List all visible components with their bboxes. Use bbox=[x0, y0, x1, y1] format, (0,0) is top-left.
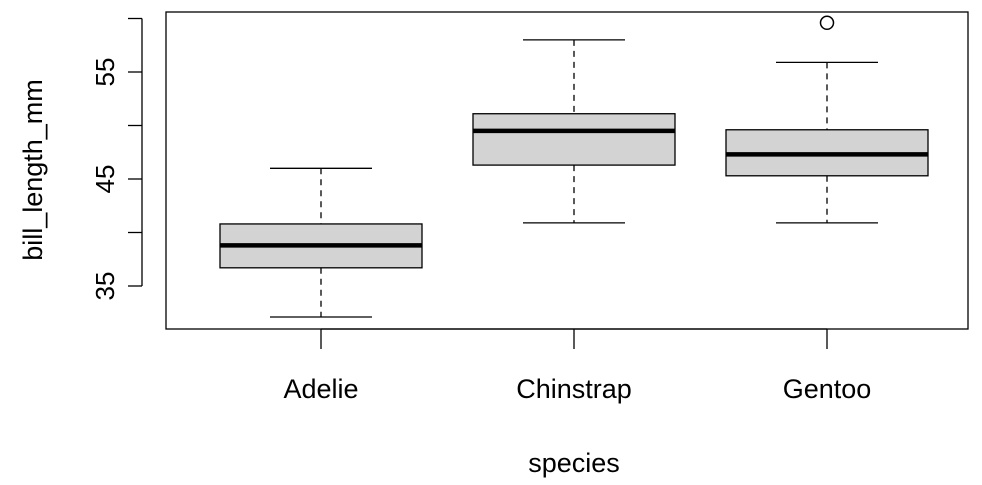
box-gentoo bbox=[725, 15, 929, 224]
boxes-layer bbox=[219, 15, 929, 318]
iqr-box bbox=[472, 113, 676, 166]
y-tick-label: 35 bbox=[90, 272, 120, 301]
y-tick-label: 55 bbox=[90, 58, 120, 87]
box-chinstrap bbox=[472, 39, 676, 224]
x-tick-label: Gentoo bbox=[783, 374, 872, 404]
y-axis: 35 45 55 bbox=[90, 17, 142, 301]
x-axis: Adelie Chinstrap Gentoo bbox=[283, 329, 871, 404]
box-adelie bbox=[219, 167, 423, 318]
x-tick-label: Chinstrap bbox=[516, 374, 632, 404]
x-tick-label: Adelie bbox=[283, 374, 358, 404]
y-tick-label: 45 bbox=[90, 165, 120, 194]
y-axis-title: bill_length_mm bbox=[18, 79, 48, 261]
x-axis-title: species bbox=[528, 448, 620, 478]
outlier-point bbox=[819, 15, 835, 31]
